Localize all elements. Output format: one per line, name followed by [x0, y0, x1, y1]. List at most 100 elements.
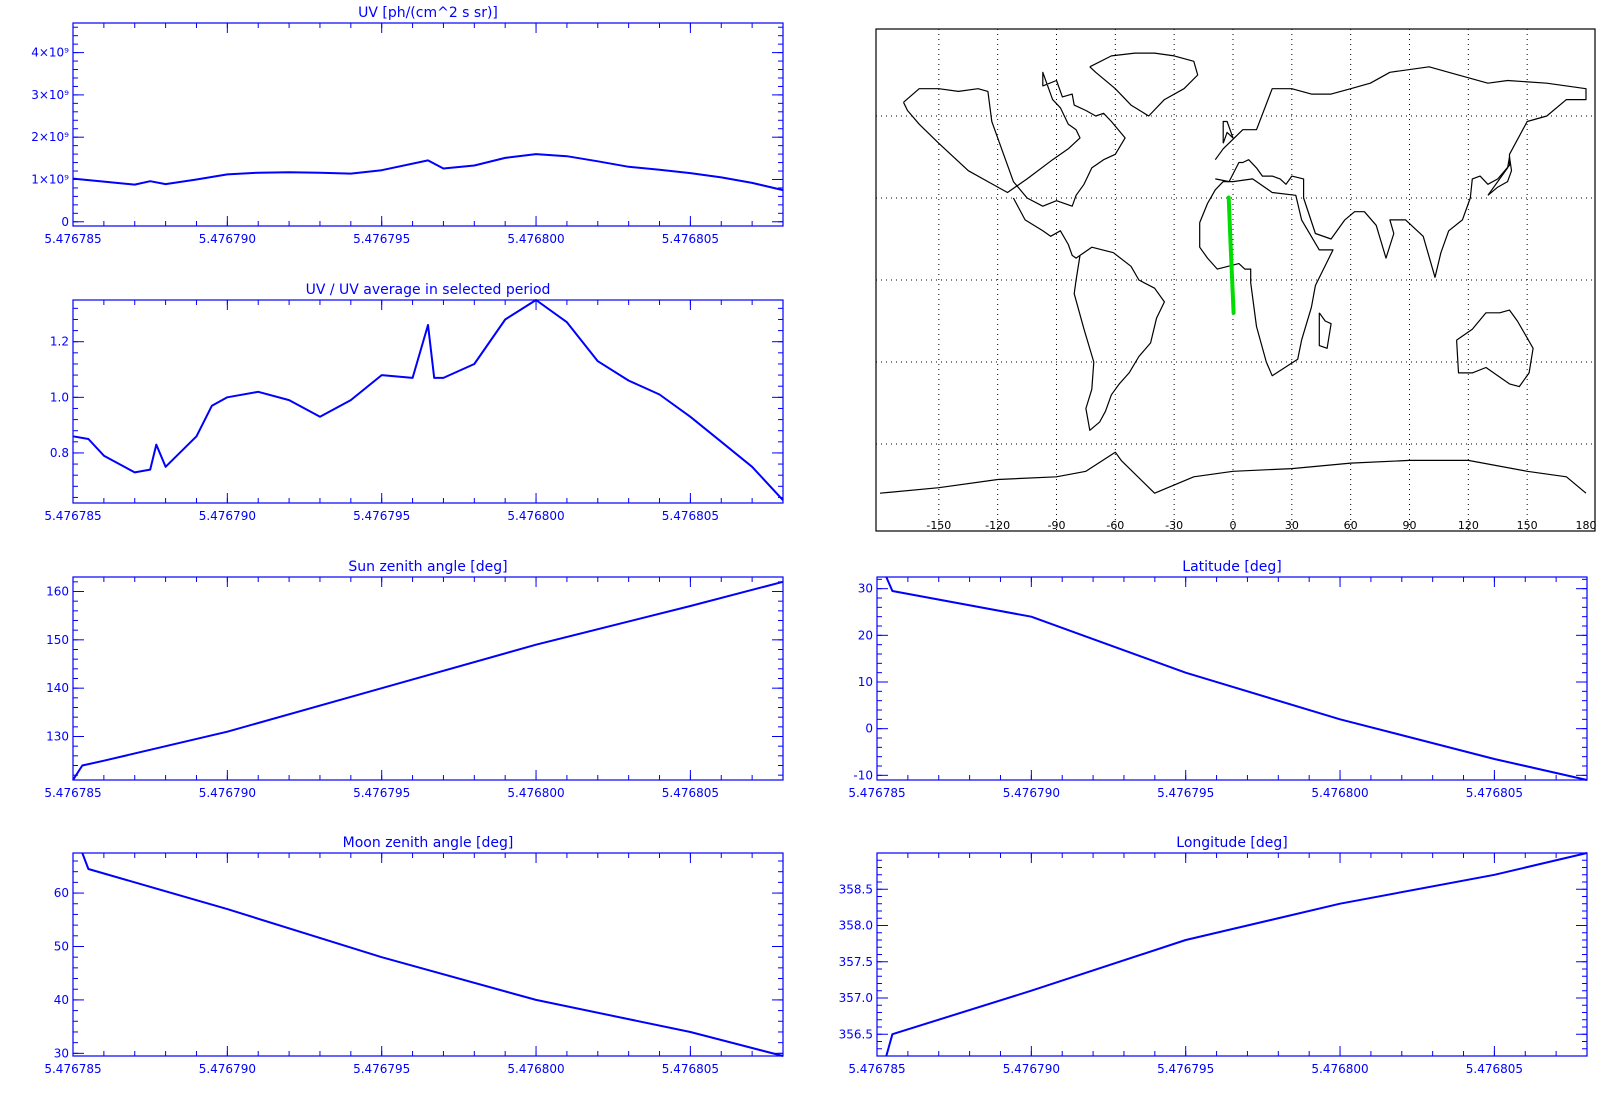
moon-zenith-x-tick-label: 5.476805	[662, 1062, 719, 1076]
longitude-x-tick-label: 5.476790	[1003, 1062, 1060, 1076]
coastline-north-america	[902, 71, 1126, 207]
moon-zenith-panel: Moon zenith angle [deg] 5.476785 5.476790 5…	[44, 835, 784, 1076]
latitude-y-tick-label: 10	[858, 675, 873, 689]
sun-zenith-x-tick-label: 5.476805	[662, 786, 719, 800]
sun-zenith-title: Sun zenith angle [deg]	[348, 559, 507, 575]
longitude-panel: Longitude [deg] 5.476785 5.476790 5.476795 5…	[839, 835, 1588, 1076]
latitude-title: Latitude [deg]	[1182, 559, 1281, 575]
uv-ratio-x-tick-label: 5.476785	[44, 509, 101, 523]
time-series-panels: UV [ph/(cm^2 s sr)] 5.476785 5.476790 5.476…	[31, 5, 1588, 1076]
map-longitude-labels: -150 -120 -90 -60 -30 0 30 60 90 120 150 180	[926, 519, 1596, 532]
uv-ratio-x-tick-label: 5.476800	[507, 509, 564, 523]
uv-ratio-y-tick-label: 0.8	[50, 446, 69, 460]
map-lon-label: 120	[1458, 519, 1479, 532]
sun-zenith-x-tick-label: 5.476790	[199, 786, 256, 800]
longitude-y-tick-label: 356.5	[839, 1027, 873, 1041]
moon-zenith-y-tick-label: 30	[54, 1046, 69, 1060]
longitude-axes-frame	[876, 852, 1588, 1057]
latitude-x-tick-label: 5.476790	[1003, 786, 1060, 800]
latitude-x-tick-label: 5.476785	[848, 786, 905, 800]
coastline-madagascar	[1318, 312, 1332, 349]
uv-ratio-x-tick-label: 5.476805	[662, 509, 719, 523]
longitude-x-tick-label: 5.476795	[1157, 1062, 1214, 1076]
longitude-series-line	[885, 852, 1588, 1057]
uv-ratio-x-tick-label: 5.476795	[353, 509, 410, 523]
uv-y-tick-label: 3×10⁹	[31, 88, 69, 102]
latitude-y-tick-label: -10	[853, 768, 873, 782]
latitude-x-tick-label: 5.476795	[1157, 786, 1214, 800]
orbit-track	[1226, 195, 1236, 315]
latitude-y-tick-label: 0	[865, 722, 873, 736]
uv-y-tick-label: 2×10⁹	[31, 130, 69, 144]
longitude-y-tick-label: 358.5	[839, 882, 873, 896]
sun-zenith-axes-frame	[72, 576, 784, 781]
orbit-track-line	[1226, 195, 1236, 315]
coastline-central-america	[1012, 197, 1081, 259]
coastline-greenland	[1089, 52, 1199, 117]
longitude-y-tick-label: 357.0	[839, 991, 873, 1005]
map-lon-label: -120	[985, 519, 1010, 532]
longitude-y-tick-label: 357.5	[839, 955, 873, 969]
uv-ratio-series-line	[72, 299, 784, 501]
longitude-y-tick-label: 358.0	[839, 919, 873, 933]
moon-zenith-series-line	[81, 852, 784, 1057]
map-lon-label: 60	[1344, 519, 1358, 532]
uv-x-tick-label: 5.476790	[199, 232, 256, 246]
uv-y-tick-label: 4×10⁹	[31, 46, 69, 60]
map-lon-label: 180	[1576, 519, 1597, 532]
moon-zenith-title: Moon zenith angle [deg]	[343, 835, 514, 851]
latitude-y-tick-label: 30	[858, 582, 873, 596]
uv-ratio-y-tick-label: 1.0	[50, 390, 69, 404]
map-lon-label: 30	[1285, 519, 1299, 532]
longitude-title: Longitude [deg]	[1176, 835, 1287, 851]
uv-title: UV [ph/(cm^2 s sr)]	[358, 5, 498, 21]
moon-zenith-x-tick-label: 5.476785	[44, 1062, 101, 1076]
latitude-series-line	[885, 576, 1588, 781]
moon-zenith-x-tick-label: 5.476790	[199, 1062, 256, 1076]
latitude-x-tick-label: 5.476805	[1466, 786, 1523, 800]
uv-panel: UV [ph/(cm^2 s sr)] 5.476785 5.476790 5.476…	[31, 5, 784, 246]
coastline-south-america	[1073, 246, 1166, 431]
coastline-british-isles	[1222, 120, 1234, 144]
uv-x-tick-label: 5.476795	[353, 232, 410, 246]
sun-zenith-x-tick-label: 5.476795	[353, 786, 410, 800]
map-lon-label: 90	[1403, 519, 1417, 532]
longitude-x-tick-label: 5.476785	[848, 1062, 905, 1076]
uv-ratio-title: UV / UV average in selected period	[306, 282, 551, 298]
longitude-x-tick-label: 5.476800	[1311, 1062, 1368, 1076]
coastline-japan	[1487, 156, 1513, 196]
uv-y-tick-label: 1×10⁹	[31, 172, 69, 186]
map-lon-label: -150	[926, 519, 951, 532]
uv-series-line	[72, 153, 784, 192]
moon-zenith-y-tick-label: 40	[54, 993, 69, 1007]
coastline-eurasia	[1214, 66, 1587, 278]
sun-zenith-series-line	[72, 580, 784, 781]
uv-ratio-x-tick-label: 5.476790	[199, 509, 256, 523]
uv-ratio-axes-frame	[72, 299, 784, 504]
uv-y-tick-label: 0	[61, 215, 69, 229]
map-frame	[875, 28, 1596, 532]
moon-zenith-x-tick-label: 5.476800	[507, 1062, 564, 1076]
uv-ratio-y-tick-label: 1.2	[50, 335, 69, 349]
map-lon-label: 150	[1517, 519, 1538, 532]
map-lon-label: -90	[1048, 519, 1066, 532]
world-map: -150 -120 -90 -60 -30 0 30 60 90 120 150 180	[875, 28, 1597, 532]
uv-x-tick-label: 5.476785	[44, 232, 101, 246]
uv-axes-frame	[72, 22, 784, 227]
sun-zenith-x-tick-label: 5.476800	[507, 786, 564, 800]
coastline-australia	[1456, 309, 1534, 388]
moon-zenith-y-tick-label: 50	[54, 939, 69, 953]
sun-zenith-y-tick-label: 130	[46, 730, 69, 744]
latitude-panel: Latitude [deg] 5.476785 5.476790 5.476795 5.…	[848, 559, 1588, 800]
sun-zenith-panel: Sun zenith angle [deg] 5.476785 5.476790 5.…	[44, 559, 784, 800]
sun-zenith-y-tick-label: 160	[46, 585, 69, 599]
latitude-y-tick-label: 20	[858, 628, 873, 642]
latitude-axes-frame	[876, 576, 1588, 781]
coastline-antarctica	[879, 451, 1587, 494]
coastline-africa	[1199, 178, 1334, 377]
sun-zenith-x-tick-label: 5.476785	[44, 786, 101, 800]
sun-zenith-y-tick-label: 140	[46, 681, 69, 695]
sun-zenith-y-tick-label: 150	[46, 633, 69, 647]
